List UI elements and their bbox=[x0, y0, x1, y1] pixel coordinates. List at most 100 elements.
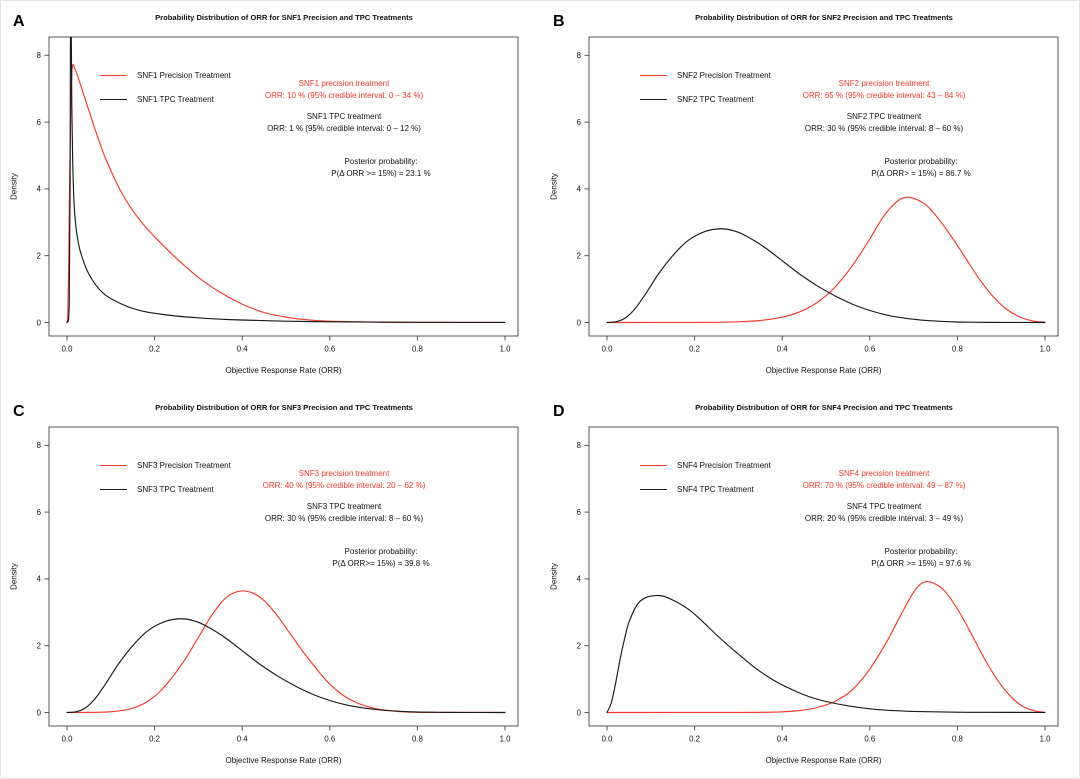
svg-text:0.6: 0.6 bbox=[324, 345, 335, 354]
legend-label: SNF3 Precision Treatment bbox=[137, 461, 231, 470]
y-axis-label: Density bbox=[550, 173, 559, 200]
svg-text:4: 4 bbox=[577, 575, 582, 584]
legend-line-icon bbox=[640, 75, 667, 76]
annotation-line: P(Δ ORR>= 15%) = 39.8 % bbox=[332, 559, 430, 569]
svg-text:0.6: 0.6 bbox=[864, 345, 875, 354]
annotation-precision: SNF3 precision treatment ORR: 40 % (95% … bbox=[263, 468, 426, 493]
svg-text:0.4: 0.4 bbox=[237, 735, 249, 744]
legend-line-icon bbox=[100, 489, 127, 490]
annotation-line: ORR: 70 % (95% credible interval: 49 – 8… bbox=[802, 481, 966, 491]
annotation-line: ORR: 65 % (95% credible interval: 43 – 8… bbox=[802, 91, 966, 101]
svg-text:0.6: 0.6 bbox=[324, 735, 335, 744]
legend-label: SNF3 TPC Treatment bbox=[137, 485, 214, 494]
svg-text:8: 8 bbox=[577, 441, 581, 450]
panel-letter: D bbox=[553, 403, 565, 420]
panel-letter: C bbox=[13, 403, 25, 420]
annotation-line: Posterior probability: bbox=[884, 157, 958, 166]
annotation-line: SNF2 TPC treatment bbox=[846, 112, 922, 121]
annotation-posterior: Posterior probability: P(Δ ORR >= 15%) =… bbox=[871, 546, 970, 571]
legend-item-precision: SNF3 Precision Treatment bbox=[100, 460, 231, 471]
panel-D: 0.0 0.2 0.4 0.6 0.8 1.0 0 2 4 6 8 Objective Respon… bbox=[540, 390, 1080, 779]
legend-item-tpc: SNF4 TPC Treatment bbox=[640, 484, 771, 495]
svg-text:0.8: 0.8 bbox=[412, 735, 423, 744]
x-axis-label: Objective Response Rate (ORR) bbox=[765, 366, 881, 375]
annotation-precision: SNF2 precision treatment ORR: 65 % (95% … bbox=[803, 78, 966, 103]
svg-text:4: 4 bbox=[577, 185, 582, 194]
legend-item-precision: SNF4 Precision Treatment bbox=[640, 460, 771, 471]
annotation-line: SNF3 precision treatment bbox=[298, 469, 390, 478]
svg-text:0.4: 0.4 bbox=[777, 345, 789, 354]
svg-text:0.0: 0.0 bbox=[602, 735, 614, 744]
svg-text:1.0: 1.0 bbox=[1040, 735, 1052, 744]
svg-text:0.6: 0.6 bbox=[864, 735, 875, 744]
legend-line-icon bbox=[640, 99, 667, 100]
annotation-line: Posterior probability: bbox=[344, 547, 418, 556]
panel-C: 0.0 0.2 0.4 0.6 0.8 1.0 0 2 4 6 8 Objective Respon… bbox=[0, 390, 540, 779]
svg-text:8: 8 bbox=[37, 51, 41, 60]
svg-text:6: 6 bbox=[37, 118, 41, 127]
legend-label: SNF1 TPC Treatment bbox=[137, 95, 214, 104]
x-axis-label: Objective Response Rate (ORR) bbox=[225, 366, 341, 375]
panel-title: Probability Distribution of ORR for SNF1… bbox=[155, 13, 413, 22]
svg-text:1.0: 1.0 bbox=[500, 345, 512, 354]
annotation-precision: SNF4 precision treatment ORR: 70 % (95% … bbox=[803, 468, 966, 493]
svg-text:2: 2 bbox=[37, 252, 41, 261]
y-axis-label: Density bbox=[10, 563, 19, 590]
legend-line-icon bbox=[100, 465, 127, 466]
svg-text:1.0: 1.0 bbox=[1040, 345, 1052, 354]
svg-text:0.8: 0.8 bbox=[952, 345, 963, 354]
svg-text:0.8: 0.8 bbox=[412, 345, 423, 354]
svg-text:4: 4 bbox=[37, 575, 42, 584]
svg-text:0.2: 0.2 bbox=[149, 735, 160, 744]
annotation-posterior: Posterior probability: P(Δ ORR> = 15%) =… bbox=[871, 156, 970, 181]
svg-text:2: 2 bbox=[37, 642, 41, 651]
svg-text:8: 8 bbox=[577, 51, 581, 60]
legend-item-tpc: SNF1 TPC Treatment bbox=[100, 94, 231, 105]
svg-text:0.2: 0.2 bbox=[149, 345, 160, 354]
svg-text:0: 0 bbox=[37, 708, 42, 717]
annotation-line: ORR: 30 % (95% credible interval: 8 – 60… bbox=[264, 514, 424, 524]
annotation-line: Posterior probability: bbox=[344, 157, 418, 166]
svg-text:0.2: 0.2 bbox=[689, 345, 700, 354]
legend-item-precision: SNF1 Precision Treatment bbox=[100, 70, 231, 81]
legend-line-icon bbox=[100, 99, 127, 100]
annotation-line: SNF4 TPC treatment bbox=[846, 502, 922, 511]
legend-line-icon bbox=[640, 489, 667, 490]
annotation-line: SNF4 precision treatment bbox=[838, 469, 930, 478]
legend-item-tpc: SNF3 TPC Treatment bbox=[100, 484, 231, 495]
annotation-tpc: SNF2 TPC treatment ORR: 30 % (95% credib… bbox=[805, 111, 963, 136]
legend-label: SNF4 TPC Treatment bbox=[677, 485, 754, 494]
svg-text:6: 6 bbox=[37, 508, 41, 517]
annotation-tpc: SNF3 TPC treatment ORR: 30 % (95% credib… bbox=[265, 501, 423, 526]
svg-text:0: 0 bbox=[577, 318, 582, 327]
legend-label: SNF1 Precision Treatment bbox=[137, 71, 231, 80]
density-plot-B: 0.0 0.2 0.4 0.6 0.8 1.0 0 2 4 6 8 Objective Respon… bbox=[550, 36, 1059, 375]
annotation-tpc: SNF1 TPC treatment ORR: 1 % (95% credibl… bbox=[267, 111, 421, 136]
annotation-line: P(Δ ORR >= 15%) = 23.1 % bbox=[331, 169, 431, 179]
panel-B: 0.0 0.2 0.4 0.6 0.8 1.0 0 2 4 6 8 Objective Respon… bbox=[540, 0, 1080, 389]
legend: SNF1 Precision Treatment SNF1 TPC Treatm… bbox=[100, 70, 231, 105]
x-axis-label: Objective Response Rate (ORR) bbox=[225, 756, 341, 765]
svg-text:8: 8 bbox=[37, 441, 41, 450]
svg-text:0.8: 0.8 bbox=[952, 735, 963, 744]
annotation-line: ORR: 10 % (95% credible interval: 0 – 34… bbox=[264, 91, 424, 101]
legend-label: SNF2 Precision Treatment bbox=[677, 71, 771, 80]
annotation-line: P(Δ ORR >= 15%) = 97.6 % bbox=[871, 559, 971, 569]
density-plot-D: 0.0 0.2 0.4 0.6 0.8 1.0 0 2 4 6 8 Objective Respon… bbox=[550, 426, 1059, 765]
svg-text:0.4: 0.4 bbox=[777, 735, 789, 744]
svg-text:2: 2 bbox=[577, 642, 581, 651]
y-axis-label: Density bbox=[10, 173, 19, 200]
svg-text:0.0: 0.0 bbox=[62, 735, 74, 744]
svg-text:6: 6 bbox=[577, 118, 581, 127]
panel-A: 0.0 0.2 0.4 0.6 0.8 1.0 0 2 4 6 8 Objective Respon… bbox=[0, 0, 540, 389]
annotation-line: P(Δ ORR> = 15%) = 86.7 % bbox=[871, 169, 971, 179]
annotation-posterior: Posterior probability: P(Δ ORR >= 15%) =… bbox=[331, 156, 430, 181]
legend-label: SNF4 Precision Treatment bbox=[677, 461, 771, 470]
legend: SNF2 Precision Treatment SNF2 TPC Treatm… bbox=[640, 70, 771, 105]
panel-letter: A bbox=[13, 13, 25, 30]
legend-item-tpc: SNF2 TPC Treatment bbox=[640, 94, 771, 105]
annotation-line: SNF1 precision treatment bbox=[298, 79, 390, 88]
legend-item-precision: SNF2 Precision Treatment bbox=[640, 70, 771, 81]
legend-label: SNF2 TPC Treatment bbox=[677, 95, 754, 104]
